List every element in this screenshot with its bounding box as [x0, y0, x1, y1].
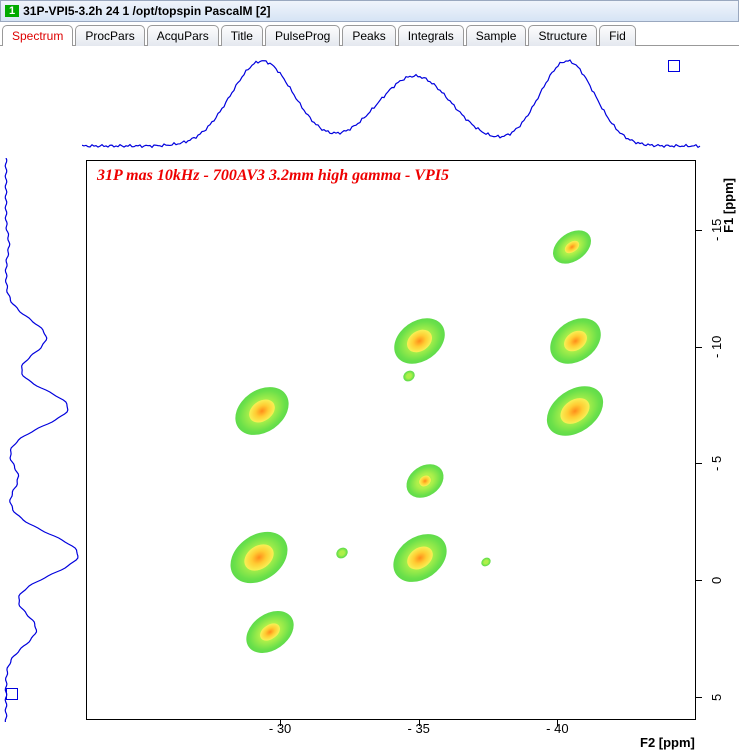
dataset-badge: 1	[5, 5, 19, 17]
y-tick-label: 0	[709, 560, 724, 600]
tab-peaks[interactable]: Peaks	[342, 25, 395, 46]
y-tick-label: - 5	[709, 443, 724, 483]
tab-structure[interactable]: Structure	[528, 25, 597, 46]
contour-peak	[221, 521, 298, 593]
y-tick	[696, 347, 702, 348]
spectrum-title: 31P mas 10kHz - 700AV3 3.2mm high gamma …	[97, 167, 449, 185]
spectrum-2d-plot[interactable]: 31P mas 10kHz - 700AV3 3.2mm high gamma …	[86, 160, 696, 720]
marker-square-top[interactable]	[668, 60, 680, 72]
contour-blob-small	[334, 545, 350, 560]
contour-peak	[541, 308, 609, 372]
y-tick	[696, 697, 702, 698]
tab-fid[interactable]: Fid	[599, 25, 636, 46]
y-tick-label: 5	[709, 677, 724, 717]
tab-title[interactable]: Title	[221, 25, 263, 46]
tab-pulseprog[interactable]: PulseProg	[265, 25, 340, 46]
contour-blob-small	[480, 556, 493, 568]
contour-blob-small	[401, 368, 417, 383]
contour-peak	[226, 377, 298, 445]
x-axis-label: F2 [ppm]	[640, 735, 695, 750]
tab-integrals[interactable]: Integrals	[398, 25, 464, 46]
spectrum-plot-area[interactable]: 31P mas 10kHz - 700AV3 3.2mm high gamma …	[0, 48, 739, 754]
y-tick	[696, 463, 702, 464]
marker-square-bottom[interactable]	[6, 688, 18, 700]
y-tick	[696, 230, 702, 231]
contour-peak	[400, 457, 450, 505]
contour-peak	[538, 376, 613, 446]
y-tick-label: - 10	[709, 327, 724, 367]
f2-projection-trace	[82, 52, 702, 162]
contour-peak	[386, 308, 454, 372]
y-tick	[696, 580, 702, 581]
tab-sample[interactable]: Sample	[466, 25, 527, 46]
f1-projection-trace	[0, 158, 86, 723]
tab-spectrum[interactable]: Spectrum	[2, 25, 73, 46]
contour-peak	[547, 224, 597, 271]
tab-procpars[interactable]: ProcPars	[75, 25, 144, 46]
x-tick-label: - 40	[537, 721, 577, 736]
x-tick-label: - 35	[399, 721, 439, 736]
window-title: 31P-VPI5-3.2h 24 1 /opt/topspin PascalM …	[23, 4, 270, 18]
contour-peak	[384, 524, 456, 592]
contour-peak	[238, 603, 301, 662]
window-titlebar: 1 31P-VPI5-3.2h 24 1 /opt/topspin Pascal…	[0, 0, 739, 22]
x-tick-label: - 30	[260, 721, 300, 736]
tab-acqupars[interactable]: AcquPars	[147, 25, 219, 46]
tab-strip: SpectrumProcParsAcquParsTitlePulseProgPe…	[0, 22, 739, 46]
y-tick-label: - 15	[709, 210, 724, 250]
